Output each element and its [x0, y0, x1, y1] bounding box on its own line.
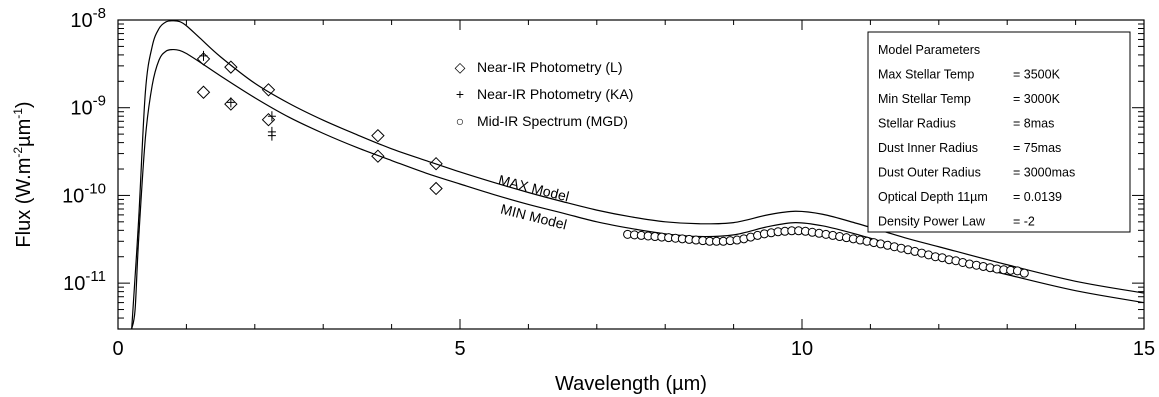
- x-tick-label: 10: [791, 338, 813, 360]
- parameter-value: = 0.0139: [1013, 190, 1062, 204]
- diamond-point: [429, 181, 443, 196]
- series-line-min-model: [131, 48, 1144, 329]
- legend: ◇ Near-IR Photometry (L) + Near-IR Photomet…: [455, 59, 634, 129]
- legend-label: Near-IR Photometry (KA): [477, 86, 633, 102]
- parameter-name: Max Stellar Temp: [878, 68, 974, 82]
- plot-area: 0 5 10 15 10-8 10-9 10-10 10-11 Wavelength (µm) F…: [11, 5, 1155, 395]
- x-tick-label: 0: [112, 338, 123, 360]
- diamond-point: [371, 128, 385, 143]
- parameter-value: = 3000K: [1013, 92, 1061, 106]
- parameter-name: Min Stellar Temp: [878, 92, 971, 106]
- diamond-point: [261, 83, 276, 97]
- parameter-value: = -2: [1013, 215, 1035, 229]
- parameter-name: Density Power Law: [878, 215, 986, 229]
- x-axis-label: Wavelength (µm): [555, 373, 707, 395]
- axes: 0 5 10 15 10-8 10-9 10-10 10-11 Wavelength (µm) F…: [11, 5, 1155, 395]
- plus-point: [226, 97, 235, 108]
- plus-point: [267, 111, 276, 122]
- diamond-point: [196, 85, 211, 99]
- parameter-name: Dust Outer Radius: [878, 166, 981, 180]
- parameter-box: Model Parameters Max Stellar Temp = 3500K M…: [867, 31, 1131, 233]
- parameter-value: = 75mas: [1013, 141, 1061, 155]
- plot-frame: [117, 19, 1145, 330]
- circle-point: [1019, 268, 1029, 278]
- diamond-point: [429, 156, 443, 171]
- x-tick-label: 5: [454, 338, 465, 360]
- diamond-point: [196, 52, 211, 66]
- parameter-value: = 8mas: [1013, 117, 1054, 131]
- y-tick-label: 10-8: [70, 5, 106, 32]
- diamond-point: [261, 112, 276, 127]
- y-tick-label: 10-9: [70, 93, 106, 120]
- parameter-name: Optical Depth 11µm: [878, 190, 988, 204]
- plus-point: [199, 50, 208, 61]
- legend-symbol: ◇: [455, 59, 466, 75]
- plus-point: [267, 130, 276, 141]
- parameter-box-frame: [867, 31, 1131, 233]
- model-annotation: MAX Model: [497, 172, 571, 205]
- parameter-value: = 3000mas: [1013, 166, 1075, 180]
- parameter-value: = 3500K: [1013, 68, 1061, 82]
- diamond-point: [371, 149, 385, 163]
- parameter-name: Stellar Radius: [878, 117, 956, 131]
- legend-label: Near-IR Photometry (L): [477, 59, 622, 75]
- diamond-point: [224, 60, 238, 74]
- parameter-name: Dust Inner Radius: [878, 141, 978, 155]
- series-line-max-model: [131, 20, 1144, 329]
- parameter-box-title: Model Parameters: [878, 43, 980, 57]
- y-axis-label: Flux (W.m-2µm-1): [11, 101, 35, 247]
- legend-symbol: +: [456, 86, 464, 102]
- legend-symbol: ○: [456, 113, 464, 129]
- series-layer: [131, 20, 1144, 329]
- y-tick-label: 10-10: [62, 180, 106, 207]
- legend-label: Mid-IR Spectrum (MGD): [477, 113, 628, 129]
- x-tick-label: 15: [1133, 338, 1155, 360]
- y-tick-label: 10-11: [63, 268, 106, 295]
